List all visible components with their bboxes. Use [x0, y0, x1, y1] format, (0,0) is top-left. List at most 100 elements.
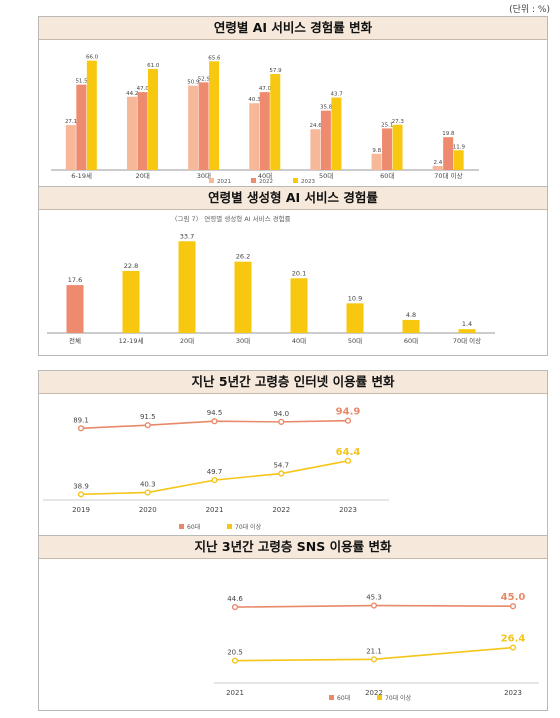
x-tick-label: 6-19세	[71, 171, 92, 180]
data-label: 44.6	[227, 595, 243, 603]
bar	[320, 110, 331, 170]
data-point	[231, 657, 239, 664]
data-label: 52.9	[198, 76, 211, 82]
x-tick-label: 2021	[206, 506, 224, 514]
chart-panel-ai-experience: 연령별 AI 서비스 경험률 변화 27.1 51.5 66.0 6-19세 44.2 4…	[38, 16, 548, 188]
bar	[382, 128, 393, 170]
data-label: 20.5	[227, 649, 243, 657]
legend-swatch	[329, 695, 334, 700]
x-tick-label: 2023	[504, 689, 522, 697]
bar	[290, 278, 308, 333]
data-label: 43.7	[331, 92, 344, 98]
legend-swatch	[293, 178, 298, 183]
data-label: 26.4	[501, 634, 526, 645]
data-point	[370, 656, 378, 663]
data-label: 19.8	[442, 131, 455, 137]
data-label: 4.8	[406, 311, 416, 319]
legend-label: 2021	[217, 179, 231, 185]
x-tick-label: 2022	[272, 506, 290, 514]
bar	[188, 85, 199, 170]
legend-label: 60대	[187, 523, 200, 531]
chart-panel-internet-usage: 지난 5년간 고령층 인터넷 이용률 변화 2019 2020 2021 2022 20…	[38, 370, 548, 536]
bar	[371, 153, 382, 170]
data-label: 40.3	[248, 97, 261, 103]
data-point	[211, 418, 218, 425]
x-tick-label: 2023	[339, 506, 357, 514]
data-label: 45.0	[501, 592, 526, 603]
data-point	[77, 491, 85, 498]
chart-panel-sns-usage: 지난 3년간 고령층 SNS 이용률 변화 2021 2022 2023 44.6 45…	[38, 535, 548, 711]
bar	[76, 84, 87, 170]
data-label: 94.9	[336, 407, 361, 418]
bar	[310, 129, 321, 170]
x-tick-label: 30대	[197, 172, 211, 180]
data-point	[231, 604, 239, 611]
data-label: 49.7	[207, 468, 223, 476]
x-tick-label: 2020	[139, 506, 157, 514]
legend-label: 60대	[337, 694, 350, 702]
legend-label: 2022	[259, 179, 273, 185]
legend-label: 70대 이상	[385, 694, 412, 702]
data-label: 26.2	[236, 253, 250, 261]
data-label: 50.9	[187, 80, 200, 86]
data-label: 22.8	[124, 262, 138, 270]
x-tick-label: 20대	[180, 337, 194, 345]
data-label: 9.8	[372, 148, 381, 154]
bar	[65, 125, 76, 170]
data-point	[370, 602, 378, 609]
data-label: 20.1	[292, 269, 306, 277]
genai-experience-bar-chart: 〈그림 7〉 연령별 생성형 AI 서비스 경험률 17.6 전체 22.8 12-19…	[47, 214, 495, 345]
bar	[259, 92, 270, 170]
data-label: 27.1	[65, 119, 77, 125]
legend-label: 2023	[301, 179, 315, 185]
bar	[147, 68, 158, 170]
bar	[443, 137, 454, 170]
bar	[392, 124, 403, 170]
x-tick-label: 60대	[380, 172, 394, 180]
bar	[178, 241, 196, 333]
data-label: 17.6	[68, 276, 82, 284]
chart-panel-genai-experience: 연령별 생성형 AI 서비스 경험률 〈그림 7〉 연령별 생성형 AI 서비스…	[38, 186, 548, 356]
data-label: 33.7	[180, 232, 194, 240]
data-label: 91.5	[140, 413, 156, 421]
data-label: 1.4	[462, 320, 472, 328]
data-point	[509, 603, 517, 610]
chart-title: 연령별 AI 서비스 경험률 변화	[39, 17, 547, 40]
bar	[86, 60, 97, 170]
bar	[209, 61, 220, 170]
x-tick-label: 2021	[226, 689, 244, 697]
data-label: 47.0	[137, 86, 150, 92]
legend-swatch	[179, 524, 184, 529]
data-point	[77, 425, 85, 432]
data-label: 2.4	[434, 160, 443, 166]
x-tick-label: 50대	[348, 337, 362, 345]
data-label: 57.9	[269, 68, 282, 74]
x-tick-label: 12-19세	[119, 336, 144, 345]
chart-subtitle: 〈그림 7〉 연령별 생성형 AI 서비스 경험률	[171, 214, 291, 223]
data-label: 45.3	[366, 594, 382, 602]
data-point	[344, 417, 352, 424]
bar	[137, 92, 148, 170]
bar	[122, 270, 140, 333]
x-tick-label: 50대	[319, 172, 333, 180]
bar	[402, 319, 420, 333]
internet-usage-line-chart: 2019 2020 2021 2022 2023 89.1 91.5 94.5 94.0 94.9…	[43, 407, 389, 531]
data-label: 44.2	[126, 91, 138, 97]
x-tick-label: 40대	[292, 337, 306, 345]
bar	[432, 166, 443, 170]
data-label: 21.1	[366, 647, 382, 655]
data-point	[278, 470, 285, 477]
data-label: 25.1	[381, 122, 393, 128]
x-tick-label: 70대 이상	[434, 171, 462, 180]
legend-label: 70대 이상	[235, 523, 262, 531]
data-label: 40.3	[140, 480, 156, 488]
bar	[458, 329, 476, 333]
data-label: 94.0	[273, 410, 289, 418]
data-label: 24.6	[310, 123, 323, 129]
data-point	[211, 477, 218, 484]
x-tick-label: 2019	[72, 506, 90, 514]
chart-title: 지난 3년간 고령층 SNS 이용률 변화	[39, 536, 547, 559]
chart-title: 지난 5년간 고령층 인터넷 이용률 변화	[39, 371, 547, 394]
bar	[126, 96, 137, 170]
x-tick-label: 20대	[136, 172, 150, 180]
